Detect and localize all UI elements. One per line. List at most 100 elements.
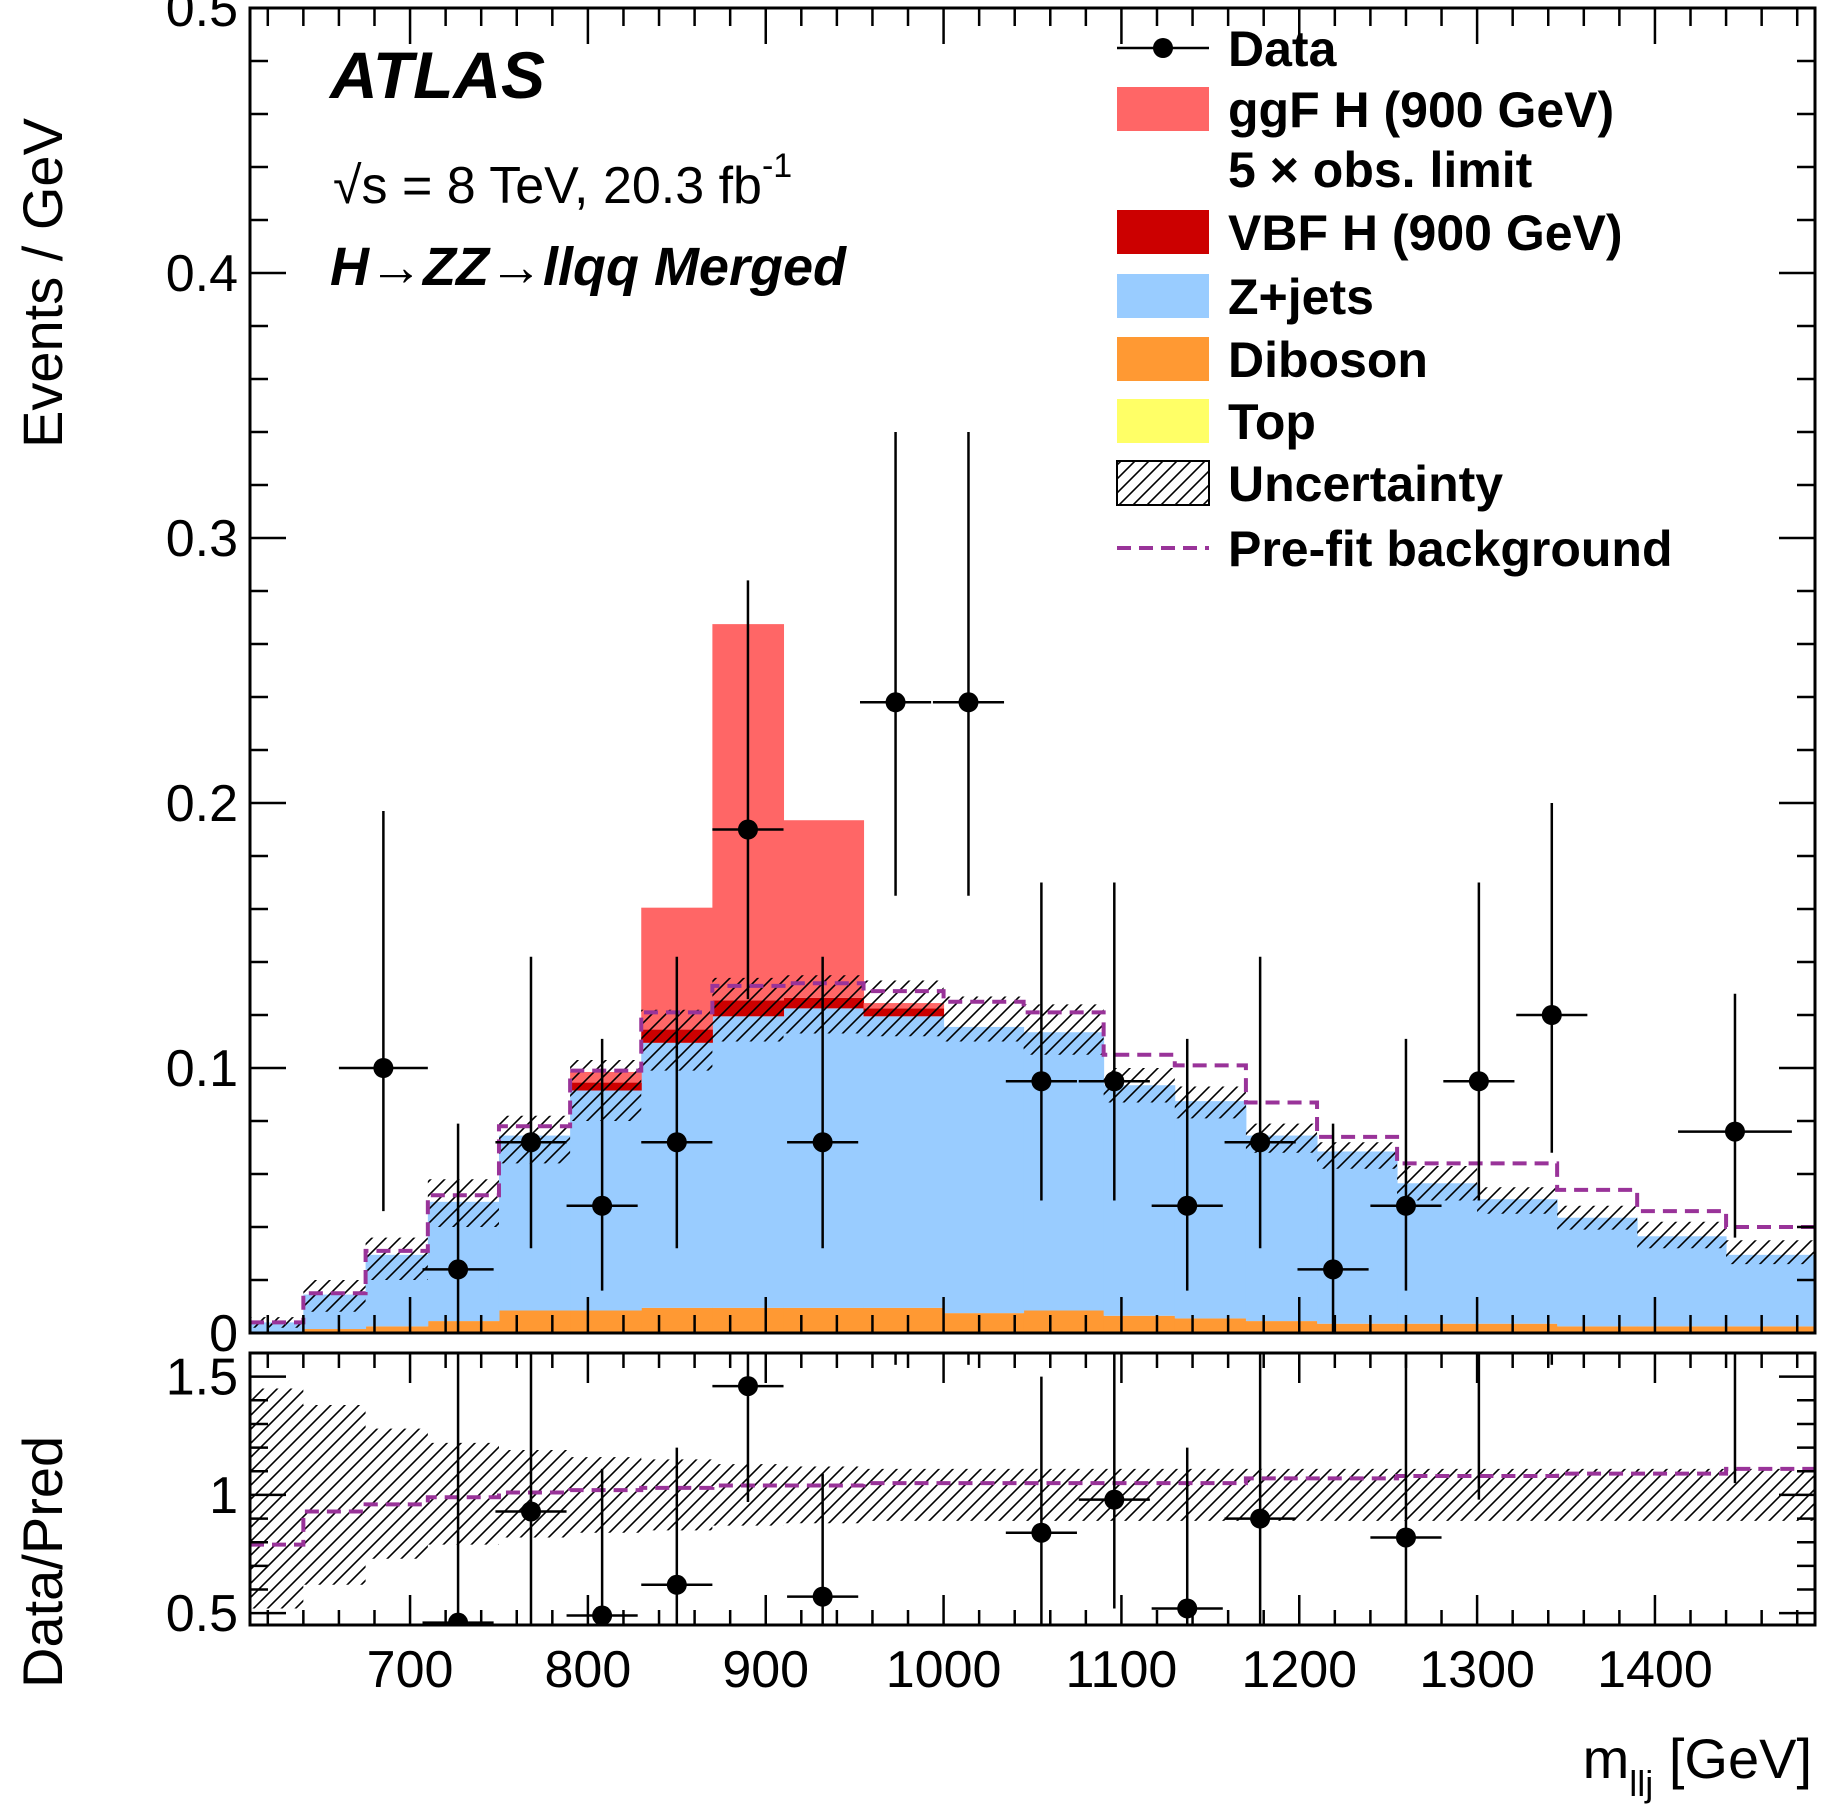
main-frame <box>248 6 1817 1335</box>
data-point-4 <box>641 956 713 1249</box>
energy-label: √s = 8 TeV, 20.3 fb-1 <box>333 147 792 215</box>
data-marker-9 <box>1031 1071 1052 1092</box>
data-point-11 <box>1151 1038 1223 1291</box>
y-axis-title-ratio: Data/Pred <box>11 1436 74 1688</box>
data-marker-12 <box>1250 1132 1271 1153</box>
legend-label-unc: Uncertainty <box>1228 456 1503 512</box>
main-plot-area <box>250 432 1815 1333</box>
x-tick-label: 700 <box>367 1641 454 1699</box>
ratio-marker-6 <box>1031 1522 1052 1543</box>
data-marker-7 <box>885 692 906 713</box>
stack-bar-1-2 <box>365 1326 429 1332</box>
data-point-17 <box>1678 993 1792 1238</box>
energy-label-superscript: -1 <box>762 147 792 185</box>
ratio-plot-area <box>250 1353 1815 1625</box>
ratio-frame <box>248 1351 1817 1627</box>
ratio-marker-3 <box>666 1574 687 1595</box>
data-point-3 <box>566 1038 638 1291</box>
legend-swatch-ggF <box>1117 87 1209 131</box>
ratio-marker-2 <box>592 1605 613 1625</box>
stack-bar-2-9 <box>863 1016 945 1308</box>
stack-bar-2-15 <box>1317 1151 1398 1324</box>
legend-swatch-Zjets <box>1117 274 1209 318</box>
y-tick-label-main: 0.2 <box>166 775 238 833</box>
data-point-14 <box>1370 1038 1442 1291</box>
data-point-10 <box>1078 882 1150 1201</box>
atlas-label: ATLAS <box>328 38 545 112</box>
ratio-point-7 <box>1078 1353 1150 1609</box>
data-marker-15 <box>1468 1071 1489 1092</box>
stack-bar-1-16 <box>1397 1323 1478 1332</box>
data-marker-13 <box>1323 1259 1344 1280</box>
stack-bar-2-19 <box>1637 1236 1727 1327</box>
stack-bar-1-10 <box>943 1313 1025 1332</box>
stack-bar-1-7 <box>712 1307 785 1332</box>
x-tick-label: 1100 <box>1066 1641 1178 1699</box>
stack-bar-1-6 <box>641 1307 713 1332</box>
data-marker-6 <box>812 1132 833 1153</box>
y-tick-label-main: 0.4 <box>166 245 238 303</box>
y-tick-label-ratio: 1 <box>209 1467 238 1525</box>
stack-bar-1-4 <box>498 1310 571 1332</box>
data-point-1 <box>422 1123 494 1333</box>
ratio-point-3 <box>641 1447 713 1625</box>
stack-bar-2-14 <box>1245 1135 1318 1322</box>
data-point-16 <box>1516 803 1588 1153</box>
data-marker-14 <box>1395 1195 1416 1216</box>
data-marker-16 <box>1541 1005 1562 1025</box>
legend-label-VBF: VBF H (900 GeV) <box>1228 205 1623 261</box>
legend-label-ggF: ggF H (900 GeV) <box>1228 82 1614 138</box>
ratio-panel: 1.5 1 0.5 700 800 900 1000 1100 1200 1300 1400 <box>166 1349 1817 1699</box>
channel-label: H→ZZ→llqq Merged <box>330 237 847 297</box>
ratio-marker-0 <box>448 1612 469 1625</box>
legend-label-data: Data <box>1228 21 1338 77</box>
x-tick-label: 1200 <box>1241 1641 1357 1699</box>
legend-swatch-Diboson <box>1117 337 1209 381</box>
stack-bar-1-15 <box>1317 1323 1398 1332</box>
stack-bar-1-8 <box>783 1307 865 1332</box>
ratio-point-6 <box>1005 1376 1077 1625</box>
x-axis-title: mllj [GeV] <box>1583 1727 1812 1804</box>
ratio-marker-8 <box>1177 1598 1198 1619</box>
y-tick-label-main: 0.1 <box>166 1040 238 1098</box>
stack-bar-2-17 <box>1477 1199 1558 1324</box>
data-point-2 <box>495 956 567 1249</box>
legend-label-prefit: Pre-fit background <box>1228 521 1672 577</box>
y-tick-label-ratio: 1.5 <box>166 1349 238 1407</box>
stack-bar-1-13 <box>1174 1318 1247 1332</box>
ratio-marker-4 <box>737 1376 758 1397</box>
legend-swatch-VBF <box>1117 210 1209 254</box>
data-point-6 <box>787 956 859 1249</box>
ratio-marker-9 <box>1250 1508 1271 1529</box>
data-point-8 <box>932 432 1005 896</box>
data-marker-2 <box>520 1132 541 1153</box>
y-axis-title-main: Events / GeV <box>11 117 74 448</box>
stack-bar-1-5 <box>570 1310 642 1332</box>
stack-bar-2-10 <box>943 1026 1025 1314</box>
data-point-9 <box>1005 882 1077 1201</box>
data-marker-11 <box>1177 1195 1198 1216</box>
ratio-point-1 <box>495 1353 567 1625</box>
data-marker-17 <box>1724 1121 1745 1142</box>
stack-bar-2-7 <box>712 1016 785 1308</box>
legend-marker-data <box>1153 38 1173 58</box>
data-marker-1 <box>448 1259 469 1280</box>
data-marker-5 <box>737 819 758 840</box>
legend-sublabel-ggF: 5 × obs. limit <box>1228 142 1533 198</box>
ratio-point-2 <box>566 1468 638 1625</box>
data-marker-4 <box>666 1132 687 1153</box>
x-axis-title-unit: [GeV] <box>1653 1727 1812 1790</box>
y-tick-label-main: 0 <box>209 1305 238 1363</box>
data-marker-8 <box>958 692 979 713</box>
stack-bar-1-1 <box>303 1329 367 1332</box>
prefit-ratio-line <box>250 1466 1815 1547</box>
ratio-marker-5 <box>812 1586 833 1607</box>
x-tick-label: 800 <box>545 1641 632 1699</box>
stack-bar-2-18 <box>1557 1217 1638 1327</box>
stack-bar-1-17 <box>1477 1323 1558 1332</box>
energy-label-text: √s = 8 TeV, 20.3 fb <box>333 157 762 215</box>
x-tick-label: 1300 <box>1419 1641 1535 1699</box>
data-marker-10 <box>1104 1071 1125 1092</box>
legend-label-Zjets: Z+jets <box>1228 269 1374 325</box>
